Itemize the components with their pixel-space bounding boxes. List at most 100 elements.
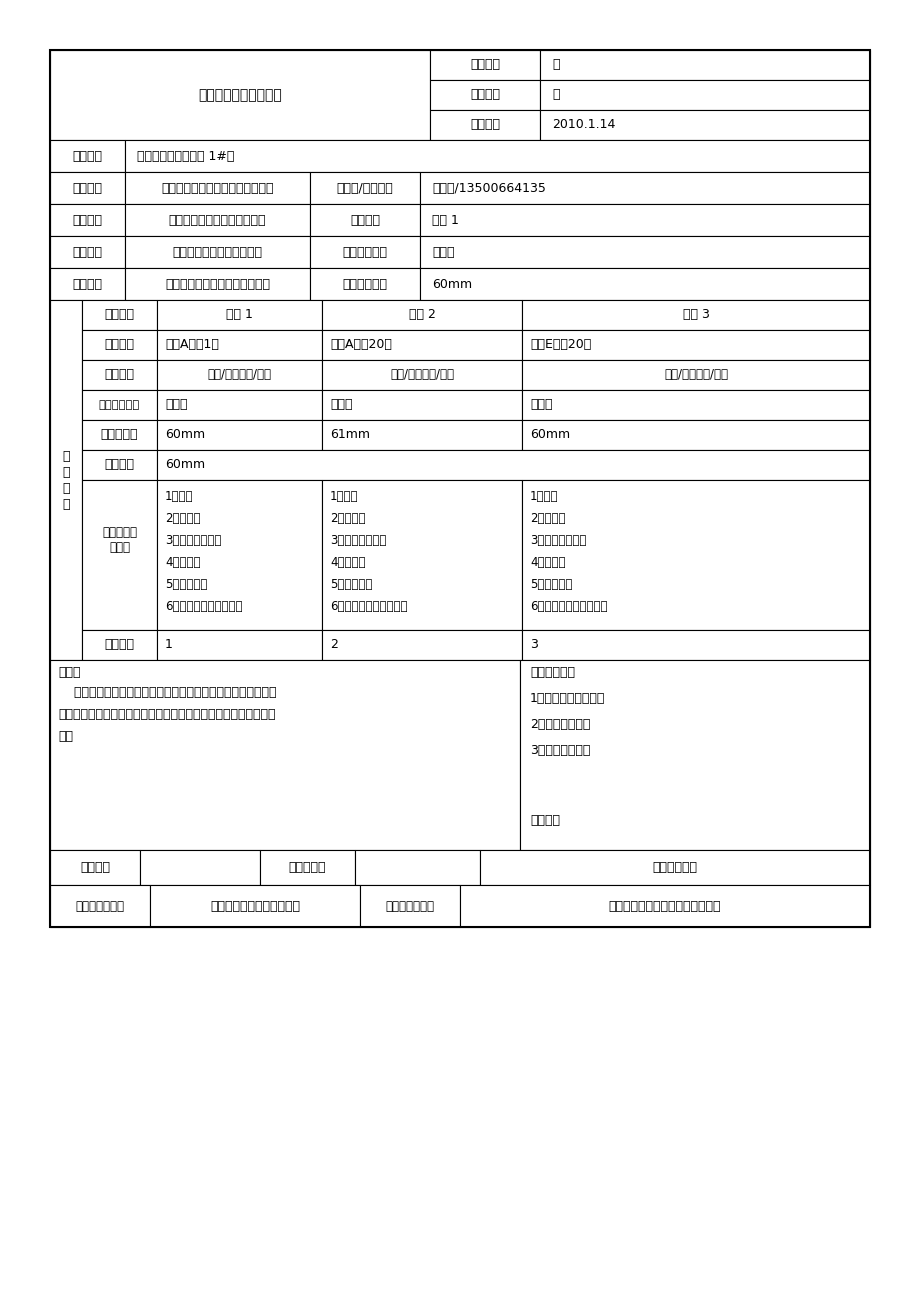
Text: 3、聚苯板保温层: 3、聚苯板保温层 (529, 534, 585, 547)
Text: 60mm: 60mm (432, 277, 471, 290)
Text: 建设单位: 建设单位 (73, 181, 102, 194)
Bar (429, 79, 539, 109)
Bar (521, 299, 869, 329)
Text: 2、现场钻芯真实: 2、现场钻芯真实 (529, 717, 590, 730)
Text: 求。: 求。 (58, 729, 73, 742)
Bar (82, 329, 157, 359)
Text: ／: ／ (551, 89, 559, 102)
Text: 监理单位（章）: 监理单位（章） (385, 900, 434, 913)
Text: 1、抽样方法符合规定: 1、抽样方法符合规定 (529, 691, 605, 704)
Bar (157, 329, 322, 359)
Bar (359, 885, 460, 927)
Text: 60mm: 60mm (529, 428, 570, 441)
Text: 层做法: 层做法 (108, 542, 130, 553)
Bar (50, 299, 82, 660)
Text: 聚苯板: 聚苯板 (330, 398, 352, 411)
Text: 5、抗裂砂浆: 5、抗裂砂浆 (330, 578, 372, 591)
Text: 项目经理: 项目经理 (80, 861, 110, 874)
Text: 完整/基本完整/破碎: 完整/基本完整/破碎 (664, 368, 727, 381)
Bar (521, 480, 869, 630)
Text: 检测日期: 检测日期 (470, 118, 499, 132)
Text: 中城建北方建筑勘察设计研究院: 中城建北方建筑勘察设计研究院 (165, 277, 269, 290)
Bar (420, 172, 869, 204)
Bar (50, 268, 125, 299)
Text: 一层A轴交20轴: 一层A轴交20轴 (330, 339, 391, 352)
Text: 聚苯板: 聚苯板 (432, 246, 454, 259)
Bar (521, 391, 869, 421)
Bar (157, 480, 322, 630)
Bar (519, 660, 869, 850)
Bar (50, 885, 150, 927)
Bar (429, 109, 539, 141)
Text: 节能设计: 节能设计 (73, 277, 102, 290)
Bar (82, 359, 157, 391)
Text: 芯样 1: 芯样 1 (226, 309, 253, 322)
Text: 见证人：: 见证人： (529, 814, 560, 827)
Text: 墙体保温材料的种类符合设计要求，墙体保温层厚度符合设计: 墙体保温材料的种类符合设计要求，墙体保温层厚度符合设计 (58, 685, 277, 698)
Bar (260, 850, 355, 885)
Bar (310, 268, 420, 299)
Text: 检验项目: 检验项目 (105, 309, 134, 322)
Text: 2、胶粘剂: 2、胶粘剂 (529, 512, 565, 525)
Bar (157, 391, 322, 421)
Text: 61mm: 61mm (330, 428, 369, 441)
Bar (322, 391, 521, 421)
Text: 4、玻纤网: 4、玻纤网 (330, 556, 365, 569)
Text: 3、聚苯板保温层: 3、聚苯板保温层 (165, 534, 221, 547)
Text: 要求。保温层结构做法符合设计及施工方案要求。检验结果符合要: 要求。保温层结构做法符合设计及施工方案要求。检验结果符合要 (58, 707, 275, 720)
Bar (322, 630, 521, 660)
Text: 3、芯样照片真实: 3、芯样照片真实 (529, 743, 590, 756)
Bar (539, 49, 869, 79)
Text: 设计保温材料: 设计保温材料 (342, 246, 387, 259)
Text: 平均厚度: 平均厚度 (105, 458, 134, 471)
Text: 照片编号: 照片编号 (105, 638, 134, 651)
Bar (50, 850, 140, 885)
Bar (322, 299, 521, 329)
Text: 内蒙古天虹建设监理有限责任公司: 内蒙古天虹建设监理有限责任公司 (608, 900, 720, 913)
Bar (429, 49, 539, 79)
Bar (420, 204, 869, 236)
Text: 委托编号: 委托编号 (470, 89, 499, 102)
Bar (521, 329, 869, 359)
Bar (521, 630, 869, 660)
Bar (480, 850, 869, 885)
Text: 芯样 2: 芯样 2 (408, 309, 435, 322)
Bar (82, 421, 157, 450)
Text: 完整/基本完整/破碎: 完整/基本完整/破碎 (208, 368, 271, 381)
Text: 取样部位: 取样部位 (105, 339, 134, 352)
Bar (140, 850, 260, 885)
Text: 2、胶粘剂: 2、胶粘剂 (165, 512, 200, 525)
Text: 保温层厚度: 保温层厚度 (101, 428, 138, 441)
Text: 1、基层: 1、基层 (330, 490, 358, 503)
Bar (50, 236, 125, 268)
Text: 1: 1 (165, 638, 173, 651)
Text: 60mm: 60mm (165, 458, 205, 471)
Text: 5、抗裂砂浆: 5、抗裂砂浆 (165, 578, 207, 591)
Text: 委托人/联系电话: 委托人/联系电话 (336, 181, 393, 194)
Bar (322, 329, 521, 359)
Text: 4、玻纤网: 4、玻纤网 (529, 556, 565, 569)
Bar (521, 359, 869, 391)
Text: 6、外墙腻子及面层涂料: 6、外墙腻子及面层涂料 (165, 599, 243, 612)
Text: 3、聚苯板保温层: 3、聚苯板保温层 (330, 534, 386, 547)
Bar (355, 850, 480, 885)
Text: 结: 结 (62, 482, 70, 495)
Bar (82, 630, 157, 660)
Bar (50, 172, 125, 204)
Bar (157, 630, 322, 660)
Text: 见证人意见：: 见证人意见： (529, 665, 574, 678)
Bar (322, 480, 521, 630)
Bar (125, 141, 869, 172)
Text: 3: 3 (529, 638, 538, 651)
Text: 果: 果 (62, 497, 70, 510)
Text: 一层E轴交20轴: 一层E轴交20轴 (529, 339, 591, 352)
Bar (539, 109, 869, 141)
Bar (50, 660, 519, 850)
Bar (82, 299, 157, 329)
Bar (157, 299, 322, 329)
Text: 聚苯板: 聚苯板 (165, 398, 187, 411)
Bar (310, 236, 420, 268)
Text: 一层A轴交1轴: 一层A轴交1轴 (165, 339, 219, 352)
Bar (460, 885, 869, 927)
Bar (82, 450, 157, 480)
